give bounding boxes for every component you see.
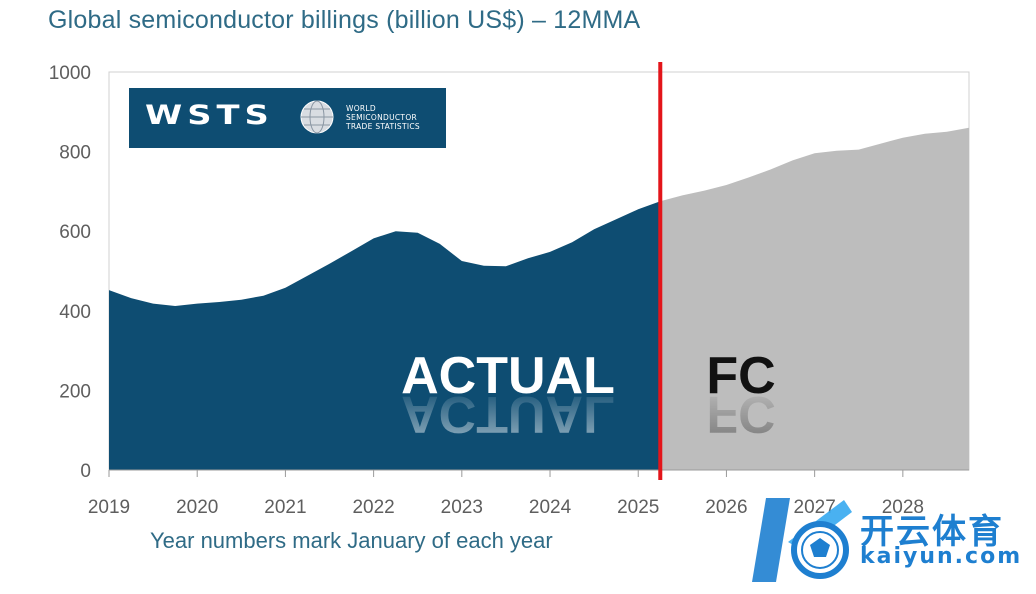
- x-tick-label: 2022: [352, 497, 394, 518]
- chart-title: Global semiconductor billings (billion U…: [48, 6, 641, 34]
- y-tick-label: 600: [59, 222, 91, 243]
- wsts-line-3: TRADE STATISTICS: [346, 122, 420, 131]
- y-tick-label: 1000: [49, 63, 91, 84]
- y-tick-label: 400: [59, 302, 91, 323]
- y-tick-label: 200: [59, 381, 91, 402]
- wsts-line-2: SEMICONDUCTOR: [346, 113, 418, 122]
- globe-icon: [300, 100, 334, 134]
- x-tick-label: 2028: [882, 497, 924, 518]
- wsts-line-1: WORLD: [346, 104, 376, 113]
- fc-label: FC: [706, 347, 775, 405]
- x-tick-label: 2020: [176, 497, 218, 518]
- x-tick-label: 2019: [88, 497, 130, 518]
- wsts-logo: WSTS WORLD SEMICONDUCTOR TRADE STATISTIC…: [129, 88, 446, 148]
- kaiyun-watermark: 开云体育 kaiyun.com: [748, 490, 1036, 590]
- watermark-brand-cn: 开云体育: [860, 512, 1004, 552]
- kaiyun-logo-icon: [752, 498, 852, 582]
- x-tick-label: 2024: [529, 497, 572, 518]
- fc-label-reflection: FC: [706, 385, 775, 443]
- area-series-fc: [660, 127, 969, 470]
- area-series-actual: [109, 201, 661, 471]
- x-tick-label: 2021: [264, 497, 306, 518]
- x-tick-label: 2025: [617, 497, 659, 518]
- y-tick-label: 800: [59, 143, 91, 164]
- axis-note: Year numbers mark January of each year: [150, 528, 553, 553]
- y-tick-label: 0: [80, 461, 91, 482]
- wsts-fullname: WORLD SEMICONDUCTOR TRADE STATISTICS: [346, 104, 442, 131]
- actual-label: ACTUAL: [401, 347, 615, 405]
- x-tick-label: 2023: [441, 497, 483, 518]
- actual-label-reflection: ACTUAL: [401, 385, 615, 443]
- x-tick-label: 2026: [705, 497, 747, 518]
- watermark-brand-latin: kaiyun.com: [860, 544, 1023, 569]
- wsts-wordmark: WSTS: [145, 100, 274, 131]
- x-tick-label: 2027: [794, 497, 836, 518]
